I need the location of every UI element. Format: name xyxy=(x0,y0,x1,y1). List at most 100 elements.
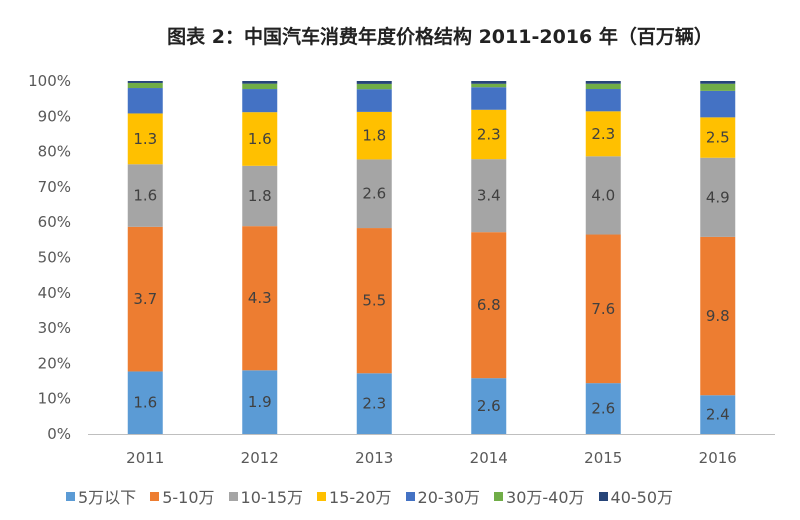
data-label: 1.3 xyxy=(133,130,157,148)
bar-segment xyxy=(356,81,392,84)
bar-segment xyxy=(471,87,507,110)
data-label: 9.8 xyxy=(706,307,730,325)
data-label: 2.3 xyxy=(477,125,501,143)
data-label: 4.0 xyxy=(591,186,615,204)
data-label: 2.6 xyxy=(362,185,386,203)
y-tick-label: 40% xyxy=(38,284,71,302)
legend-label: 10-15万 xyxy=(240,488,304,507)
data-label: 6.8 xyxy=(477,296,501,314)
y-tick-label: 10% xyxy=(38,390,71,408)
data-label: 2.3 xyxy=(362,395,386,413)
bar-segment xyxy=(585,89,621,112)
legend-item: 15-20万 xyxy=(317,484,392,508)
bar-segment xyxy=(242,165,278,227)
bar-segment xyxy=(471,232,507,379)
x-tick-label: 2012 xyxy=(241,449,279,467)
legend-swatch xyxy=(66,491,75,501)
bar-segment xyxy=(700,117,736,158)
bar-segment xyxy=(356,228,392,374)
legend-label: 5-10万 xyxy=(162,488,215,507)
bar-segment xyxy=(127,371,163,434)
bar-segment xyxy=(127,164,163,227)
data-label: 1.6 xyxy=(133,394,157,412)
bar-segment xyxy=(127,82,163,89)
bar-segment xyxy=(700,81,736,84)
bar-segment xyxy=(242,112,278,166)
bar-segment xyxy=(356,159,392,229)
bar-segment xyxy=(585,83,621,90)
y-tick-label: 80% xyxy=(38,143,71,161)
bar-segment xyxy=(242,226,278,371)
legend-swatch xyxy=(598,491,608,501)
data-label: 2.6 xyxy=(477,397,501,415)
data-label: 7.6 xyxy=(591,300,615,318)
x-tick-label: 2013 xyxy=(355,449,393,467)
data-label: 2.5 xyxy=(706,129,730,147)
legend-label: 5万以下 xyxy=(78,488,137,507)
x-tick-label: 2015 xyxy=(584,449,622,467)
bar-segment xyxy=(127,81,163,83)
bar-segment xyxy=(700,157,736,237)
legend-label: 40-50万 xyxy=(610,488,674,507)
bar-segment xyxy=(585,81,621,84)
bar-segment xyxy=(471,109,507,160)
legend-swatch xyxy=(150,491,160,501)
y-tick-label: 0% xyxy=(47,425,71,443)
legend-item: 10-15万 xyxy=(228,484,304,508)
y-tick-label: 90% xyxy=(38,107,71,125)
data-label: 2.3 xyxy=(591,125,615,143)
legend: 5万以下 5-10万 10-15万 15-20万 20-30万 30万-40万 40-50万 xyxy=(66,484,673,508)
chart-title: 图表 2：中国汽车消费年度价格结构 2011-2016 年（百万辆） xyxy=(167,26,713,48)
bar-segment xyxy=(127,88,163,114)
bar-segment xyxy=(471,83,507,88)
data-label: 1.8 xyxy=(248,187,272,205)
bar-segment xyxy=(700,395,736,434)
legend-swatch xyxy=(405,491,415,501)
data-label: 2.6 xyxy=(591,400,615,418)
y-tick-label: 20% xyxy=(38,354,71,372)
bar-segment xyxy=(356,89,392,112)
bar-segment xyxy=(471,81,507,84)
x-tick-label: 2011 xyxy=(126,449,164,467)
bar-segment xyxy=(356,111,392,160)
bar-segment xyxy=(356,83,392,90)
legend-swatch xyxy=(494,491,504,501)
x-tick-label: 2014 xyxy=(470,449,508,467)
legend-item: 20-30万 xyxy=(405,484,481,508)
bar-segment xyxy=(585,156,621,235)
bar-segment xyxy=(471,378,507,434)
data-label: 1.6 xyxy=(133,187,157,205)
legend-label: 15-20万 xyxy=(329,488,392,507)
legend-item: 5万以下 xyxy=(66,484,136,508)
legend-label: 20-30万 xyxy=(417,488,481,507)
legend-swatch xyxy=(317,491,327,501)
y-tick-label: 50% xyxy=(38,249,71,267)
data-label: 3.7 xyxy=(133,290,157,308)
bar-segment xyxy=(242,83,278,90)
y-tick-label: 30% xyxy=(38,319,71,337)
legend-label: 30万-40万 xyxy=(506,488,585,507)
data-label: 1.9 xyxy=(248,393,272,411)
bar-segment xyxy=(700,83,736,91)
bar-segment xyxy=(585,111,621,157)
legend-item: 40-50万 xyxy=(598,484,674,508)
legend-item: 5-10万 xyxy=(150,484,215,508)
bar-segment xyxy=(127,113,163,165)
y-tick-label: 60% xyxy=(38,213,71,231)
bar-segment xyxy=(471,159,507,233)
legend-item: 30万-40万 xyxy=(494,484,585,508)
data-label: 4.3 xyxy=(248,289,272,307)
bar-segment xyxy=(242,89,278,113)
x-tick-label: 2016 xyxy=(699,449,737,467)
bar-segment xyxy=(242,370,278,434)
data-label: 5.5 xyxy=(362,292,386,310)
bar-segment xyxy=(356,373,392,434)
legend-swatch xyxy=(228,491,238,501)
data-label: 1.6 xyxy=(248,130,272,148)
bar-segment xyxy=(700,90,736,118)
bar-segment xyxy=(242,81,278,84)
bar-segment xyxy=(585,383,621,434)
data-label: 3.4 xyxy=(477,187,501,205)
bar-segment xyxy=(127,226,163,372)
